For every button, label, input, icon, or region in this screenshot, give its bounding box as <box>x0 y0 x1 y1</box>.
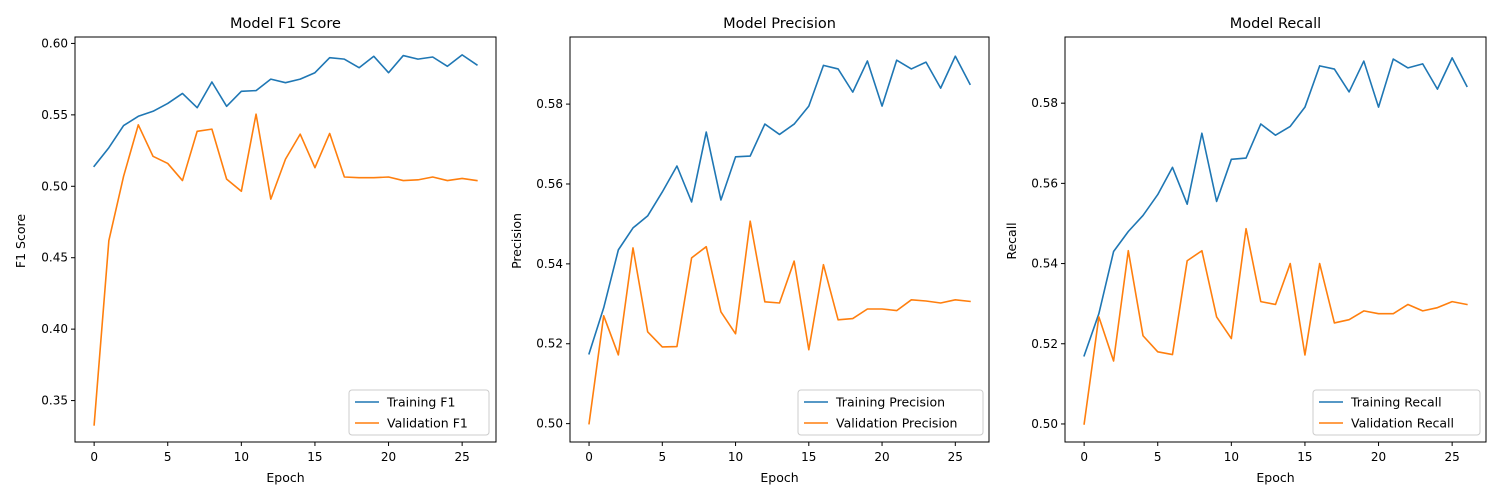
series-line-validation <box>588 220 971 425</box>
y-axis-label: Recall <box>1004 222 1019 259</box>
x-tick-label: 0 <box>1080 450 1088 464</box>
subplot-precision: Model Precision Epoch Precision 0 5 10 15 20… <box>509 16 990 485</box>
y-tick-label: 0.55 <box>41 108 68 122</box>
legend-box <box>1312 389 1481 436</box>
legend: Training Recall Validation Recall <box>1312 389 1481 436</box>
series-line-validation <box>1083 227 1468 425</box>
y-tick-label: 0.40 <box>41 322 68 336</box>
x-tick-label: 0 <box>585 450 593 464</box>
x-axis-label: Epoch <box>266 470 304 485</box>
series-line-training <box>93 54 478 168</box>
legend-label: Validation Precision <box>836 416 957 431</box>
x-tick-label: 10 <box>728 450 743 464</box>
x-tick-label: 0 <box>90 450 98 464</box>
chart-title: Model F1 Score <box>230 16 341 32</box>
legend-label: Validation Recall <box>1351 416 1454 431</box>
x-axis-label: Epoch <box>1256 470 1294 485</box>
plot-frame <box>74 36 497 443</box>
x-tick-label: 20 <box>874 450 889 464</box>
series-line-training <box>588 55 972 355</box>
x-tick-label: 15 <box>307 450 322 464</box>
x-tick-label: 5 <box>1154 450 1162 464</box>
y-tick-label: 0.50 <box>41 179 68 193</box>
plot-frame <box>1064 36 1487 443</box>
y-tick-label: 0.50 <box>1031 417 1058 431</box>
legend-box <box>797 389 984 436</box>
x-tick-label: 20 <box>1371 450 1386 464</box>
x-tick-label: 25 <box>455 450 470 464</box>
subplot-recall: Model Recall Epoch Recall 0 5 10 15 20 25 0.50… <box>1004 16 1487 485</box>
y-tick-label: 0.56 <box>1031 176 1058 190</box>
legend: Training Precision Validation Precision <box>797 389 984 436</box>
x-tick-label: 15 <box>1297 450 1312 464</box>
x-tick-label: 25 <box>948 450 963 464</box>
y-tick-label: 0.54 <box>1031 257 1058 271</box>
x-tick-label: 5 <box>658 450 666 464</box>
y-tick-label: 0.56 <box>536 177 563 191</box>
y-tick-label: 0.52 <box>536 337 563 351</box>
y-tick-label: 0.52 <box>1031 337 1058 351</box>
legend: Training F1 Validation F1 <box>348 389 490 436</box>
series-line-training <box>1083 57 1468 357</box>
x-tick-label: 5 <box>164 450 172 464</box>
x-tick-label: 20 <box>381 450 396 464</box>
y-tick-label: 0.58 <box>536 97 563 111</box>
x-tick-label: 15 <box>801 450 816 464</box>
legend-label: Training Precision <box>835 395 945 410</box>
y-axis-label: Precision <box>509 213 524 269</box>
plot-frame <box>569 36 990 443</box>
y-tick-label: 0.54 <box>536 257 563 271</box>
y-tick-label: 0.50 <box>536 417 563 431</box>
series-line-validation <box>93 113 478 426</box>
y-tick-label: 0.35 <box>41 394 68 408</box>
x-tick-label: 10 <box>1224 450 1239 464</box>
legend-label: Validation F1 <box>387 416 468 431</box>
legend-label: Training F1 <box>386 395 455 410</box>
y-tick-label: 0.60 <box>41 36 68 50</box>
y-tick-label: 0.45 <box>41 251 68 265</box>
x-tick-label: 25 <box>1445 450 1460 464</box>
chart-title: Model Recall <box>1230 16 1321 32</box>
y-tick-label: 0.58 <box>1031 96 1058 110</box>
legend-box <box>348 389 490 436</box>
y-axis-label: F1 Score <box>13 214 28 268</box>
subplot-f1: Model F1 Score Epoch F1 Score 0 5 10 15 20 25… <box>13 16 497 485</box>
x-tick-label: 10 <box>234 450 249 464</box>
x-axis-label: Epoch <box>760 470 798 485</box>
chart-title: Model Precision <box>723 16 836 32</box>
legend-label: Training Recall <box>1350 395 1442 410</box>
